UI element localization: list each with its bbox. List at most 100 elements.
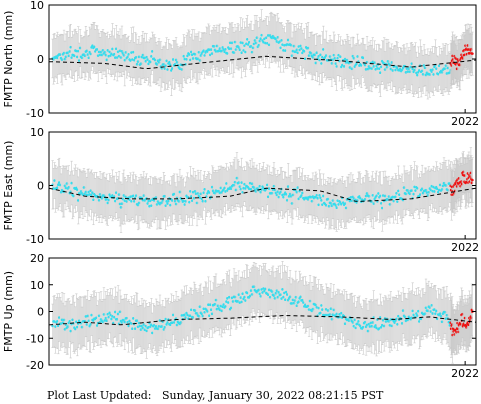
- panels-group: -10 0 10 2022 FMTP North (mm) -10 0 10 2022 FMTP …: [2, 0, 479, 380]
- data-point: [68, 50, 72, 53]
- data-point: [121, 197, 125, 201]
- data-point: [87, 56, 91, 60]
- y-tick-label: -10: [26, 233, 44, 246]
- data-point: [118, 202, 122, 206]
- data-point: [87, 319, 91, 323]
- data-point: [101, 320, 105, 324]
- data-marks: [49, 261, 476, 364]
- data-point: [57, 316, 61, 319]
- data-point: [82, 186, 86, 189]
- data-point: [70, 181, 73, 185]
- data-point: [70, 56, 73, 59]
- data-point: [68, 319, 72, 323]
- data-point: [73, 54, 76, 58]
- data-point: [101, 49, 105, 52]
- data-marks: [49, 9, 476, 100]
- data-point: [110, 317, 113, 321]
- data-point: [115, 317, 119, 321]
- y-tick-label: -10: [26, 107, 44, 120]
- data-point: [76, 325, 79, 329]
- data-point: [97, 50, 101, 54]
- y-tick-label: 10: [30, 0, 44, 12]
- data-point: [64, 55, 68, 59]
- data-point: [107, 315, 110, 319]
- data-point: [98, 53, 102, 57]
- data-point: [93, 45, 96, 49]
- chart-panel-1: -10 0 10 2022 FMTP North (mm): [2, 0, 479, 128]
- y-tick-label: 10: [30, 126, 44, 139]
- y-tick-label: 0: [37, 180, 44, 193]
- data-point: [106, 49, 110, 52]
- data-point: [90, 193, 93, 197]
- data-point: [57, 181, 61, 184]
- y-axis-label: FMTP North (mm): [2, 11, 15, 108]
- data-point: [84, 190, 88, 194]
- trend-line: [49, 55, 476, 69]
- x-tick-label: 2022: [451, 115, 479, 128]
- recent-data-point: [470, 181, 474, 185]
- data-point: [100, 196, 104, 200]
- recent-data-point: [471, 52, 474, 55]
- data-point: [117, 54, 121, 58]
- data-point: [124, 195, 128, 199]
- data-point: [123, 320, 127, 324]
- data-point: [113, 52, 116, 56]
- recent-data-point: [471, 178, 474, 182]
- data-point: [124, 51, 128, 54]
- data-point: [112, 321, 115, 325]
- data-point: [120, 50, 124, 53]
- data-point: [56, 56, 59, 60]
- data-point: [104, 316, 108, 320]
- data-point: [85, 49, 89, 53]
- data-point: [104, 53, 108, 57]
- data-point: [65, 182, 69, 185]
- data-point: [120, 202, 124, 205]
- data-point: [67, 54, 71, 58]
- x-tick-label: 2022: [451, 241, 479, 254]
- data-point: [103, 50, 107, 54]
- data-point: [74, 327, 77, 331]
- data-point: [98, 193, 102, 196]
- data-point: [58, 53, 62, 56]
- data-point: [95, 48, 99, 51]
- data-point: [100, 53, 104, 57]
- data-marks: [49, 147, 476, 233]
- trend-line: [49, 187, 476, 203]
- data-point: [113, 315, 116, 319]
- data-point: [110, 52, 113, 56]
- data-point: [60, 318, 64, 322]
- data-point: [113, 195, 116, 198]
- data-point: [95, 324, 99, 327]
- data-point: [118, 310, 122, 314]
- data-point: [58, 183, 62, 187]
- data-point: [109, 313, 112, 317]
- data-point: [76, 188, 79, 191]
- data-point: [97, 314, 101, 318]
- y-axis-label: FMTP East (mm): [2, 141, 15, 231]
- data-point: [114, 191, 118, 194]
- data-point: [255, 36, 259, 40]
- data-point: [56, 319, 59, 323]
- data-point: [85, 323, 89, 326]
- data-point: [53, 179, 56, 182]
- data-point: [97, 198, 101, 202]
- data-point: [52, 187, 55, 190]
- y-tick-label: 0: [37, 53, 44, 66]
- data-point: [115, 56, 119, 59]
- data-point: [76, 55, 79, 59]
- data-point: [76, 199, 80, 202]
- data-point: [123, 58, 127, 62]
- data-point: [106, 312, 110, 316]
- data-point: [71, 318, 74, 322]
- data-point: [91, 191, 94, 194]
- data-point: [76, 49, 80, 53]
- data-point: [120, 321, 124, 324]
- data-point: [60, 58, 64, 61]
- data-point: [56, 186, 59, 190]
- data-point: [91, 44, 94, 47]
- data-point: [114, 47, 118, 51]
- chart-panel-2: -10 0 10 2022 FMTP East (mm): [2, 126, 479, 254]
- data-point: [90, 313, 93, 317]
